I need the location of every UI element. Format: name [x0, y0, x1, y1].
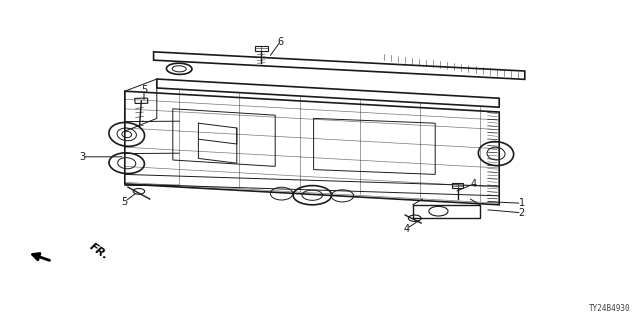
- Text: 5: 5: [122, 196, 128, 207]
- Text: 4: 4: [470, 179, 477, 189]
- Text: FR.: FR.: [88, 242, 111, 262]
- Text: 6: 6: [277, 36, 284, 47]
- Text: 3: 3: [79, 152, 85, 162]
- Text: 4: 4: [403, 224, 410, 234]
- Text: 1: 1: [518, 198, 525, 208]
- Text: 2: 2: [518, 208, 525, 218]
- Text: 5: 5: [141, 84, 147, 95]
- Text: TY24B4930: TY24B4930: [589, 304, 630, 313]
